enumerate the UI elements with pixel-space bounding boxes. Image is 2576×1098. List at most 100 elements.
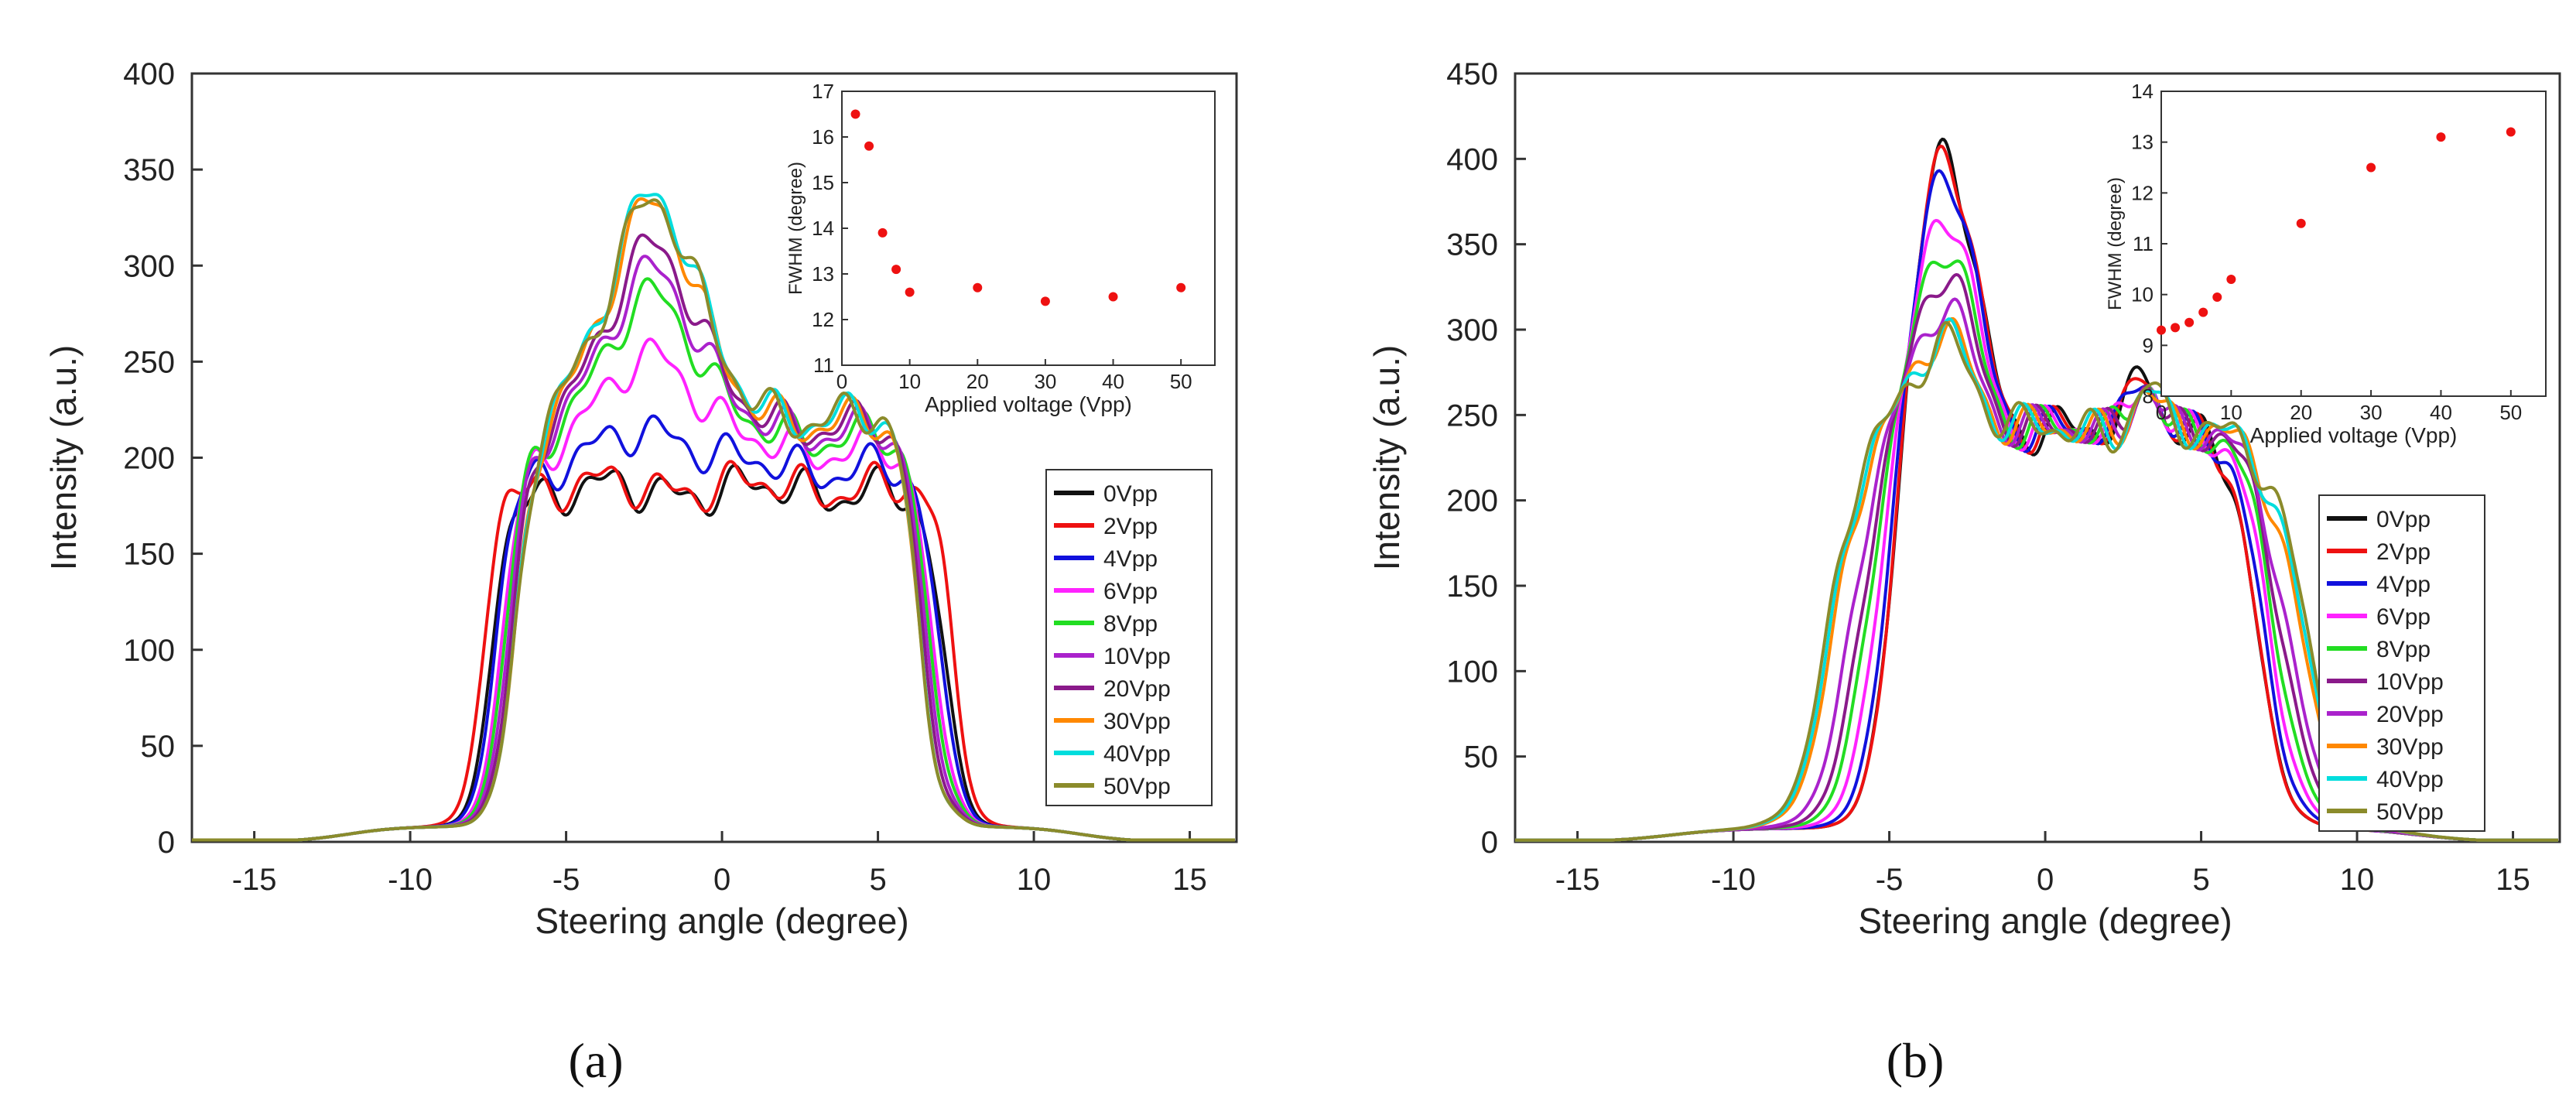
- inset-y-tick-label: 13: [2131, 131, 2154, 154]
- inset-point: [2157, 325, 2166, 335]
- legend-entry-40Vpp: 40Vpp: [2376, 767, 2444, 792]
- inset-y-tick-label: 9: [2143, 334, 2154, 357]
- inset-y-axis-title: FWHM (degree): [2105, 177, 2126, 310]
- panel-a: -15 -10 -5 0 5 10 15050100150200250300350400St…: [43, 57, 1238, 1088]
- inset-y-tick-label: 14: [812, 217, 834, 240]
- inset-point: [2226, 274, 2236, 284]
- y-tick-label: 450: [1446, 57, 1498, 91]
- legend-entry-50Vpp: 50Vpp: [1103, 774, 1171, 799]
- x-tick-label: -10: [388, 863, 433, 897]
- inset-x-tick-label: 0: [2156, 401, 2167, 424]
- inset-y-tick-label: 14: [2131, 80, 2154, 103]
- inset-point: [2171, 323, 2181, 333]
- inset-point: [2436, 132, 2446, 142]
- x-tick-label: 15: [2496, 863, 2530, 897]
- inset-point: [891, 265, 901, 275]
- y-axis-title: Intensity (a.u.): [43, 345, 84, 570]
- legend-entry-10Vpp: 10Vpp: [2376, 669, 2444, 695]
- inset-y-tick-label: 16: [812, 125, 834, 149]
- y-tick-label: 200: [123, 442, 175, 476]
- inset-point: [2296, 218, 2306, 228]
- legend-entry-40Vpp: 40Vpp: [1103, 741, 1171, 767]
- x-tick-label: 0: [2037, 863, 2054, 897]
- inset-y-axis-title: FWHM (degree): [785, 162, 806, 295]
- inset-x-axis-title: Applied voltage (Vpp): [2250, 423, 2458, 447]
- inset-point: [2198, 307, 2208, 317]
- legend-entry-0Vpp: 0Vpp: [1103, 481, 1158, 507]
- inset-chart: 0 10 20 30 40 50 11 12 13 14 15 16 17 Applied voltage…: [785, 80, 1216, 416]
- panel-label-b: (b): [1887, 1033, 1945, 1088]
- y-tick-label: 100: [1446, 655, 1498, 689]
- inset-y-tick-label: 17: [812, 80, 834, 103]
- inset-point: [877, 227, 888, 238]
- inset-x-tick-label: 50: [2499, 401, 2522, 424]
- inset-x-tick-label: 20: [966, 370, 989, 393]
- inset-y-tick-label: 15: [812, 171, 834, 194]
- inset-x-tick-label: 40: [2430, 401, 2452, 424]
- x-tick-label: 0: [713, 863, 730, 897]
- x-tick-label: 15: [1172, 863, 1207, 897]
- inset-point: [973, 282, 983, 292]
- legend-entry-2Vpp: 2Vpp: [1103, 514, 1158, 539]
- x-tick-label: -15: [1555, 863, 1600, 897]
- legend-entry-10Vpp: 10Vpp: [1103, 644, 1171, 669]
- x-tick-label: 5: [2192, 863, 2209, 897]
- legend-entry-4Vpp: 4Vpp: [2376, 572, 2431, 597]
- y-tick-label: 150: [1446, 570, 1498, 604]
- legend-entry-4Vpp: 4Vpp: [1103, 546, 1158, 572]
- legend-entry-30Vpp: 30Vpp: [2376, 734, 2444, 760]
- legend-entry-8Vpp: 8Vpp: [1103, 611, 1158, 637]
- y-tick-label: 200: [1446, 484, 1498, 518]
- legend-entry-8Vpp: 8Vpp: [2376, 637, 2431, 662]
- legend-entry-50Vpp: 50Vpp: [2376, 799, 2444, 825]
- y-tick-label: 350: [1446, 228, 1498, 262]
- legend: 0Vpp 2Vpp 4Vpp 6Vpp 8Vpp 10Vpp 20Vpp 30Vpp 40Vpp…: [2318, 494, 2485, 832]
- inset-x-tick-label: 40: [1102, 370, 1124, 393]
- y-tick-label: 50: [1464, 741, 1499, 775]
- plot-frame: [1514, 72, 2561, 843]
- x-tick-label: 10: [2340, 863, 2375, 897]
- y-tick-label: 350: [123, 153, 175, 187]
- inset-y-tick-label: 10: [2131, 283, 2154, 306]
- inset-y-tick-label: 12: [812, 308, 834, 331]
- inset-y-tick-label: 11: [813, 354, 834, 377]
- y-tick-label: 150: [123, 538, 175, 572]
- inset-point: [2184, 317, 2195, 327]
- y-tick-label: 400: [123, 57, 175, 91]
- y-tick-label: 250: [1446, 398, 1498, 433]
- inset-y-tick-label: 12: [2131, 181, 2154, 204]
- y-axis-title: Intensity (a.u.): [1367, 345, 1407, 570]
- inset-x-tick-label: 10: [2220, 401, 2242, 424]
- legend-entry-2Vpp: 2Vpp: [2376, 539, 2431, 565]
- inset-y-tick-label: 8: [2143, 385, 2154, 408]
- inset-y-tick-label: 11: [2133, 232, 2154, 255]
- legend-entry-20Vpp: 20Vpp: [1103, 676, 1171, 702]
- y-tick-label: 50: [141, 730, 176, 764]
- inset-x-tick-label: 50: [1170, 370, 1192, 393]
- legend-entry-20Vpp: 20Vpp: [2376, 702, 2444, 727]
- inset-point: [2366, 162, 2376, 173]
- legend-entry-0Vpp: 0Vpp: [2376, 507, 2431, 532]
- panel-b: -15 -10 -5 0 5 10 1505010015020025030035040045…: [1367, 57, 2561, 1088]
- x-axis-title: Steering angle (degree): [1858, 901, 2232, 941]
- y-tick-label: 250: [123, 345, 175, 379]
- inset-chart: 0 10 20 30 40 50 8 9 10 11 12 13 14 Applied voltage (…: [2105, 80, 2547, 447]
- inset-x-tick-label: 30: [1034, 370, 1056, 393]
- inset-x-axis-title: Applied voltage (Vpp): [925, 392, 1132, 416]
- inset-point: [905, 287, 915, 297]
- x-axis-title: Steering angle (degree): [535, 901, 908, 941]
- inset-x-tick-label: 0: [836, 370, 847, 393]
- x-tick-label: -5: [552, 863, 580, 897]
- inset-frame: [2160, 91, 2547, 397]
- legend-entry-6Vpp: 6Vpp: [1103, 579, 1158, 604]
- inset-x-tick-label: 20: [2290, 401, 2312, 424]
- inset-frame: [841, 91, 1216, 366]
- inset-point: [1176, 282, 1186, 292]
- inset-x-tick-label: 30: [2360, 401, 2383, 424]
- y-tick-label: 0: [1481, 826, 1498, 860]
- inset-point: [2212, 292, 2222, 302]
- y-tick-label: 0: [158, 826, 175, 860]
- inset-x-tick-label: 10: [898, 370, 921, 393]
- y-tick-label: 400: [1446, 142, 1498, 176]
